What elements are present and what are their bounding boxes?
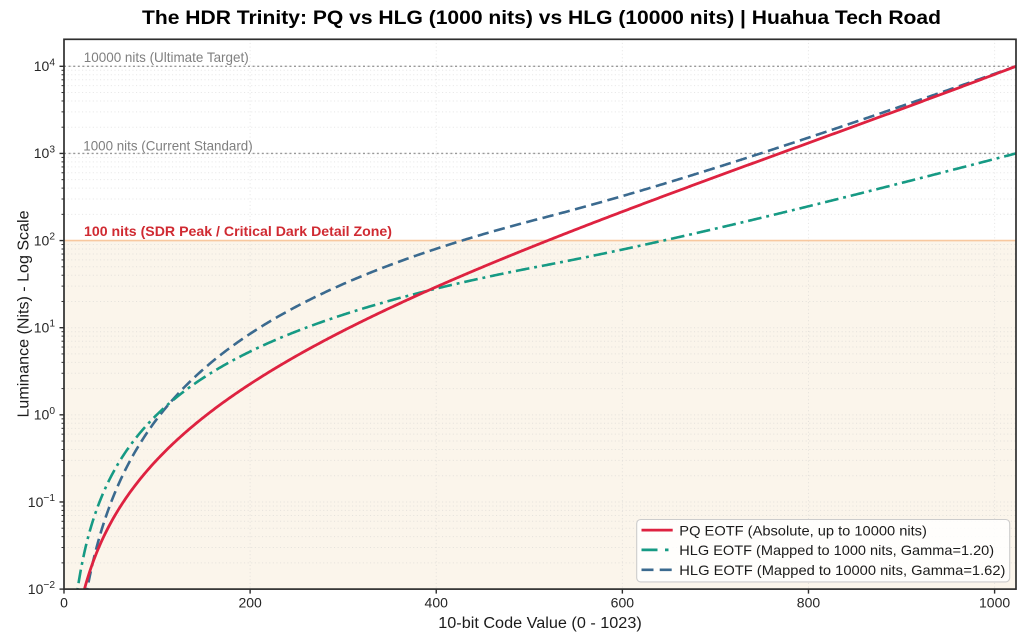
svg-text:600: 600 [611, 595, 635, 611]
svg-text:The HDR Trinity: PQ vs HLG (10: The HDR Trinity: PQ vs HLG (1000 nits) v… [142, 7, 941, 29]
svg-text:0: 0 [60, 595, 68, 611]
svg-text:400: 400 [425, 595, 449, 611]
svg-text:1000: 1000 [979, 595, 1010, 611]
svg-text:1000 nits (Current Standard): 1000 nits (Current Standard) [83, 138, 252, 154]
svg-text:HLG EOTF (Mapped to 1000 nits,: HLG EOTF (Mapped to 1000 nits, Gamma=1.2… [679, 542, 994, 558]
svg-text:PQ EOTF (Absolute, up to 10000: PQ EOTF (Absolute, up to 10000 nits) [679, 522, 927, 538]
svg-text:200: 200 [238, 595, 262, 611]
svg-text:100 nits (SDR Peak / Critical: 100 nits (SDR Peak / Critical Dark Detai… [84, 223, 392, 239]
svg-text:HLG EOTF (Mapped to 10000 nits: HLG EOTF (Mapped to 10000 nits, Gamma=1.… [679, 562, 1005, 578]
svg-text:800: 800 [797, 595, 821, 611]
svg-text:Luminance (Nits) - Log Scale: Luminance (Nits) - Log Scale [16, 211, 33, 418]
svg-text:10000 nits (Ultimate Target): 10000 nits (Ultimate Target) [84, 49, 249, 65]
svg-text:10-bit Code Value (0 - 1023): 10-bit Code Value (0 - 1023) [438, 615, 642, 632]
